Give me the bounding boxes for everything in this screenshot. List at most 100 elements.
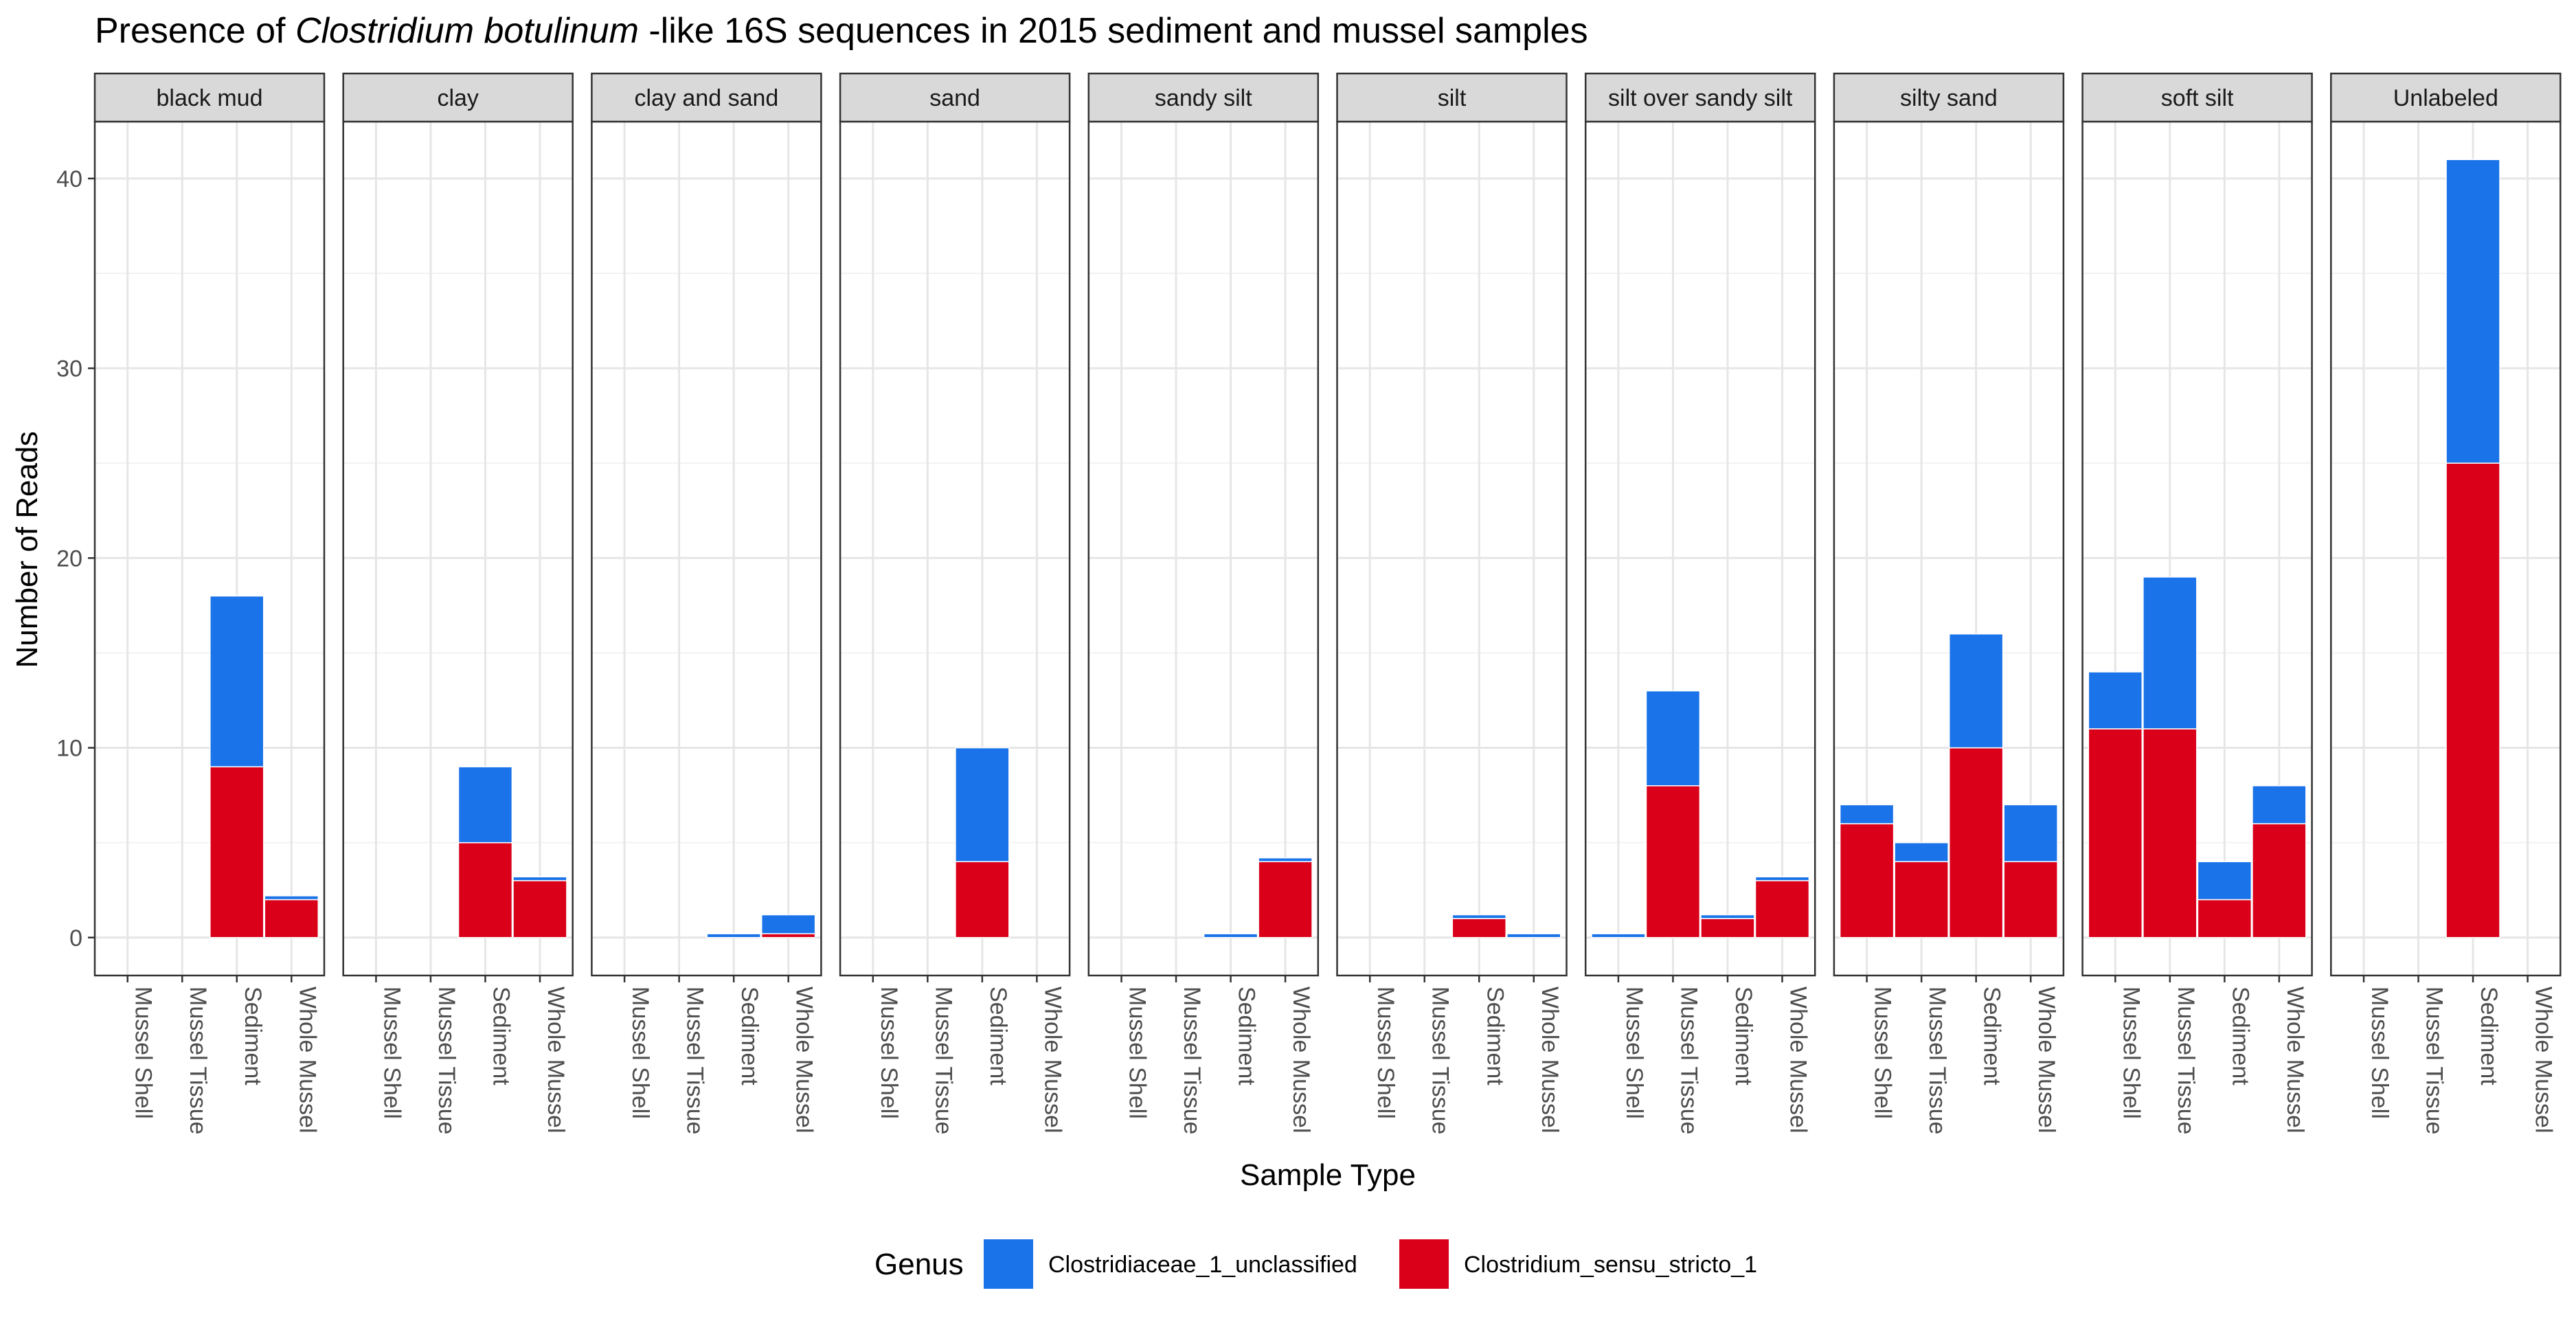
legend-label: Clostridiaceae_1_unclassified [1048,1252,1357,1278]
facet-panel: clay Mussel Shell Mussel Tissue Sediment Who… [342,72,574,1134]
facet-strip-label: clay and sand [634,85,778,111]
facet-strip-label: black mud [157,85,263,111]
y-tick-label: 20 [56,545,82,572]
bar-segment [2088,671,2143,730]
x-tick-label: Whole Mussel [1039,987,1065,1134]
bar-segment [1258,857,1313,863]
bar-segment [2252,823,2307,938]
x-tick-label: Mussel Shell [1621,987,1647,1119]
bar-segment [2143,728,2197,938]
x-tick-label: Mussel Tissue [2173,987,2199,1134]
x-tick-label: Mussel Shell [627,987,653,1119]
panel-background [1088,122,1318,976]
x-tick-label: Whole Mussel [1537,987,1563,1134]
y-tick-label: 10 [56,736,82,762]
bar-segment [457,842,513,938]
facet-strip [93,72,326,123]
bar-segment [2197,861,2252,901]
x-tick-label: Sediment [240,987,266,1085]
facet-strip-label: sandy silt [1155,85,1252,111]
bar-segment [1754,876,1810,881]
x-tick-label: Mussel Tissue [433,987,460,1134]
x-tick-label: Whole Mussel [1288,987,1314,1134]
x-tick-label: Sediment [2227,987,2253,1085]
bar-segment [457,766,513,844]
facet-strip [1336,72,1568,123]
facet-panel: Unlabeled Mussel Shell Mussel Tissue Sedime… [2330,72,2562,1134]
bar-segment [264,895,319,901]
chart-title-part: Clostridium botulinum [295,11,639,51]
facet-strip [2081,72,2313,123]
bar-segment [955,861,1010,938]
facet-panel: black mud Mussel Shell Mussel Tissue Sedime… [93,72,326,1134]
bar-segment [955,747,1010,863]
panel-background [95,122,324,976]
facets-layer: black mud Mussel Shell Mussel Tissue Sedime… [93,72,2562,1134]
bar-segment [2003,861,2058,938]
x-tick-label: Mussel Tissue [2421,987,2448,1134]
facet-strip [1833,72,2065,123]
facet-strip [342,72,574,123]
facet-strip [839,72,1071,123]
x-tick-label: Mussel Tissue [1675,987,1702,1134]
facet-strip [1584,72,1816,123]
legend-swatch [984,1239,1033,1289]
bar-segment [2003,804,2058,863]
bar-segment [2252,785,2307,824]
x-tick-label: Whole Mussel [1785,987,1811,1134]
x-tick-label: Sediment [985,987,1011,1085]
bar-segment [1591,933,1646,938]
chart-title: Presence of Clostridium botulinum -like … [95,11,1588,51]
x-tick-label: Mussel Tissue [682,987,708,1134]
facet-panel: sand Mussel Shell Mussel Tissue Sediment Who… [839,72,1071,1134]
x-tick-label: Sediment [1234,987,1260,1085]
x-tick-label: Mussel Tissue [1924,987,1950,1134]
bar-segment [2143,576,2197,730]
bar-segment [760,914,816,934]
facet-strip [1087,72,1320,123]
panel-background [1585,122,1816,976]
bar-segment [1839,823,1895,938]
legend-label: Clostridium_sensu_stricto_1 [1464,1252,1757,1278]
y-tick-label: 30 [56,356,82,382]
x-tick-label: Sediment [1979,987,2005,1085]
bar-segment [1700,914,1755,919]
legend-swatch [1399,1239,1449,1289]
panel-background [1337,122,1567,976]
bar-segment [1754,880,1810,938]
bar-segment [210,766,264,938]
facet-panel: silty sand Mussel Shell Mussel Tissue Sedim… [1833,72,2065,1134]
bar-segment [1645,690,1701,787]
x-tick-label: Mussel Shell [2118,987,2144,1119]
facet-strip-label: silty sand [1900,85,1998,111]
x-tick-label: Mussel Tissue [185,987,211,1134]
panel-background [2331,122,2561,976]
bar-segment [1258,861,1313,938]
y-tick-label: 0 [69,925,82,951]
x-tick-label: Mussel Tissue [1179,987,1205,1134]
bar-segment [512,876,567,881]
facet-strip [2330,72,2562,123]
facet-panel: soft silt Mussel Shell Mussel Tissue Sedime… [2081,72,2313,1134]
facet-strip-label: Unlabeled [2393,85,2498,111]
x-tick-label: Sediment [736,987,762,1085]
x-tick-label: Mussel Tissue [1427,987,1454,1134]
x-tick-label: Mussel Shell [876,987,902,1119]
y-tick-label: 40 [56,166,82,192]
bar-segment [264,899,319,938]
facet-panel: clay and sand Mussel Shell Mussel Tissue Se… [591,72,822,1134]
bar-segment [1839,804,1895,824]
facet-strip-label: clay [437,85,478,111]
facet-panel: sandy silt Mussel Shell Mussel Tissue Sedim… [1087,72,1320,1134]
bar-segment [2445,462,2500,938]
legend: Genus Clostridiaceae_1_unclassified Clostr… [874,1239,1757,1289]
panel-background [840,122,1070,976]
bar-segment [2197,899,2252,938]
facet-strip-label: soft silt [2161,85,2234,111]
x-tick-label: Mussel Shell [379,987,405,1119]
bar-segment [1948,633,2004,749]
x-tick-label: Mussel Shell [1870,987,1896,1119]
x-tick-label: Whole Mussel [2531,987,2557,1134]
x-tick-label: Whole Mussel [2282,987,2308,1134]
